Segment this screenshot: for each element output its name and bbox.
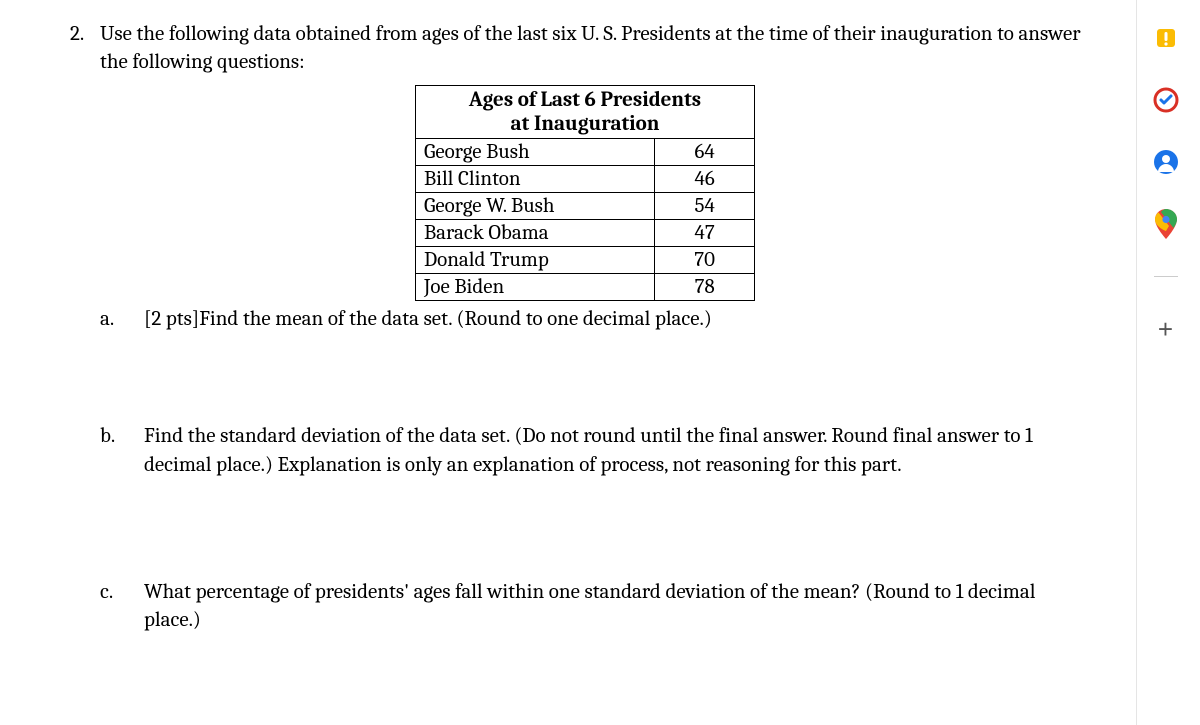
president-age-cell: 47: [655, 219, 755, 246]
president-age-cell: 54: [655, 192, 755, 219]
table-row: George W. Bush 54: [416, 192, 755, 219]
presidents-table-wrap: Ages of Last 6 Presidents at Inauguratio…: [415, 85, 755, 301]
document-page: 2. Use the following data obtained from …: [0, 0, 1130, 725]
president-name-cell: Joe Biden: [416, 273, 655, 300]
table-row: Donald Trump 70: [416, 246, 755, 273]
president-name-cell: Barack Obama: [416, 219, 655, 246]
presidents-table: Ages of Last 6 Presidents at Inauguratio…: [415, 85, 755, 301]
part-c-text: What percentage of presidents' ages fall…: [144, 578, 1094, 635]
part-b-text: Find the standard deviation of the data …: [144, 422, 1094, 479]
table-row: Bill Clinton 46: [416, 165, 755, 192]
table-title-line2: at Inauguration: [511, 112, 660, 136]
keep-icon[interactable]: [1150, 22, 1182, 54]
president-age-cell: 46: [655, 165, 755, 192]
president-name-cell: George W. Bush: [416, 192, 655, 219]
president-name-cell: Bill Clinton: [416, 165, 655, 192]
part-a-letter: a.: [100, 305, 144, 333]
part-a: a. [2 pts]Find the mean of the data set.…: [60, 305, 1110, 333]
sidebar-divider: [1154, 276, 1178, 277]
table-title-row: Ages of Last 6 Presidents at Inauguratio…: [416, 85, 755, 138]
part-a-text: [2 pts]Find the mean of the data set. (R…: [144, 305, 1094, 333]
table-row: Joe Biden 78: [416, 273, 755, 300]
president-age-cell: 78: [655, 273, 755, 300]
table-title-line1: Ages of Last 6 Presidents: [469, 88, 701, 112]
part-c-letter: c.: [100, 578, 144, 606]
table-title-cell: Ages of Last 6 Presidents at Inauguratio…: [416, 85, 755, 138]
maps-icon[interactable]: [1150, 208, 1182, 240]
question-number: 2.: [70, 22, 84, 46]
contacts-icon[interactable]: [1150, 146, 1182, 178]
president-name-cell: Donald Trump: [416, 246, 655, 273]
add-panel-button[interactable]: +: [1150, 313, 1182, 345]
answer-space-b: [60, 479, 1110, 574]
president-age-cell: 70: [655, 246, 755, 273]
answer-space-a: [60, 333, 1110, 418]
president-age-cell: 64: [655, 138, 755, 165]
tasks-icon[interactable]: [1150, 84, 1182, 116]
president-name-cell: George Bush: [416, 138, 655, 165]
part-b-letter: b.: [100, 422, 144, 450]
table-row: Barack Obama 47: [416, 219, 755, 246]
plus-icon: +: [1158, 316, 1173, 342]
part-b: b. Find the standard deviation of the da…: [60, 422, 1110, 479]
side-panel: +: [1136, 0, 1194, 725]
part-c: c. What percentage of presidents' ages f…: [60, 578, 1110, 635]
table-row: George Bush 64: [416, 138, 755, 165]
question-intro: Use the following data obtained from age…: [100, 20, 1100, 77]
